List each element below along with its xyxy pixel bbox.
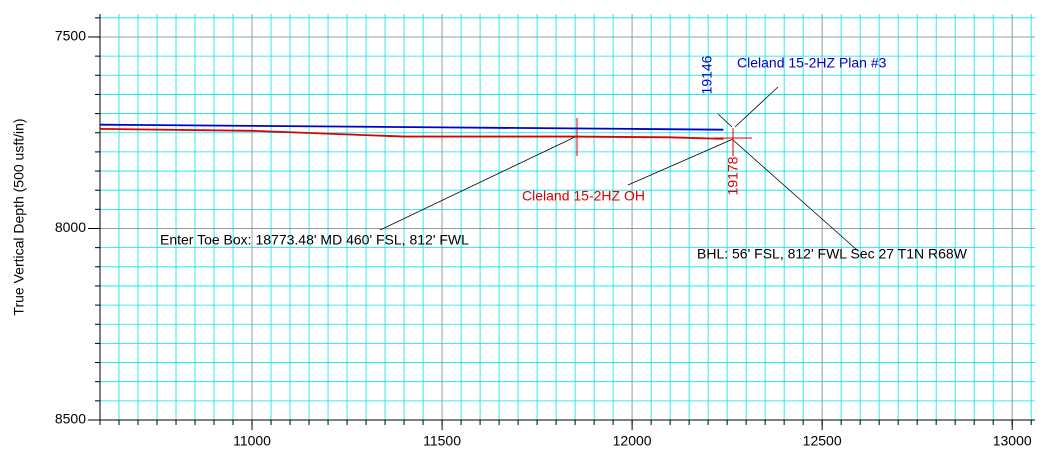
series-line xyxy=(99,123,724,131)
x-tick-label: 13000 xyxy=(993,433,1032,449)
x-tick-label: 12500 xyxy=(803,433,842,449)
leader-line xyxy=(732,139,858,251)
leader-line xyxy=(627,138,734,186)
md-label: 19146 xyxy=(699,55,715,94)
series-label: Cleland 15-2HZ OH xyxy=(522,188,645,204)
x-tick-label: 11000 xyxy=(233,433,271,449)
grid xyxy=(88,14,1035,430)
annotation: BHL: 56' FSL, 812' FWL Sec 27 T1N R68W xyxy=(697,246,968,262)
leader-line xyxy=(717,113,733,128)
series-label: Cleland 15-2HZ Plan #3 xyxy=(737,55,887,71)
x-tick-label: 12000 xyxy=(613,433,652,449)
leader-line xyxy=(379,135,578,231)
y-tick-label: 8000 xyxy=(55,219,86,235)
y-tick-label: 7500 xyxy=(55,28,86,44)
leader-line xyxy=(734,86,779,128)
y-axis-label: True Vertical Depth (500 usft/in) xyxy=(11,118,27,315)
annotation: Enter Toe Box: 18773.48' MD 460' FSL, 81… xyxy=(160,232,469,248)
y-tick-label: 8500 xyxy=(55,411,86,427)
series-line xyxy=(99,128,724,140)
md-label: 19178 xyxy=(725,156,741,195)
x-tick-label: 11500 xyxy=(423,433,461,449)
